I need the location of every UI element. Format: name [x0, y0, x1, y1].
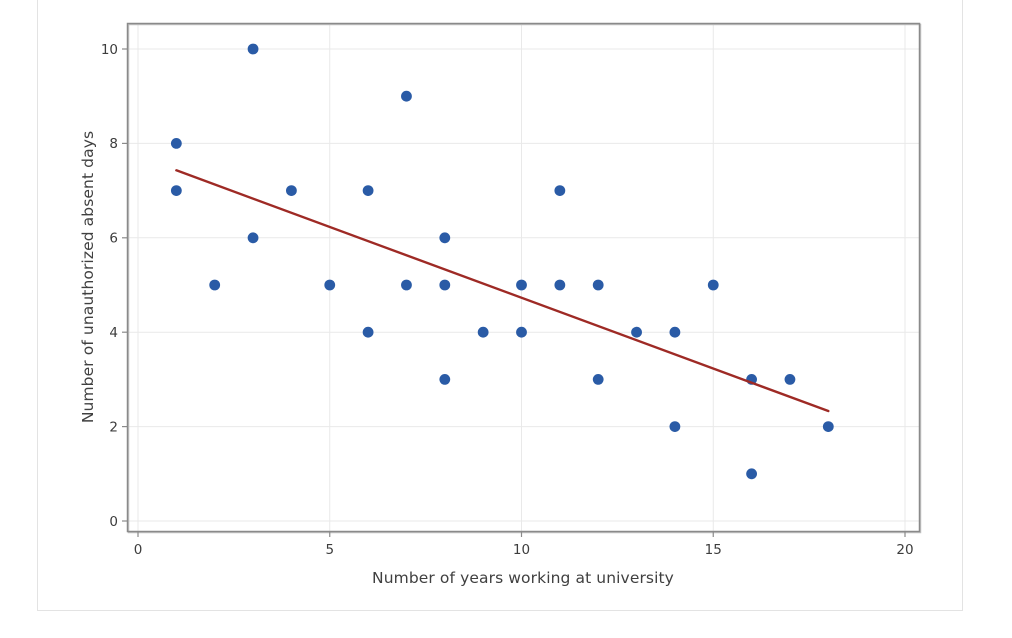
data-point: [401, 90, 412, 102]
data-point: [784, 374, 796, 385]
x-tick-label: 0: [134, 542, 143, 558]
data-point: [439, 374, 451, 385]
figure-panel: [37, 0, 963, 611]
regression-line: [175, 169, 830, 413]
data-point: [554, 279, 566, 291]
y-tick-label: 4: [109, 325, 118, 341]
data-point: [247, 43, 259, 55]
data-point: [592, 279, 604, 291]
x-tick-label: 15: [705, 542, 722, 558]
plot-frame: [126, 22, 921, 533]
data-point: [669, 326, 681, 338]
y-axis-title: Number of unauthorized absent days: [79, 130, 97, 424]
data-point: [477, 326, 489, 338]
data-point: [707, 279, 719, 291]
y-tick-label: 10: [101, 42, 118, 58]
data-point: [669, 421, 681, 432]
data-point: [401, 279, 412, 291]
data-point: [209, 279, 221, 291]
y-tick-label: 6: [109, 231, 118, 247]
data-point: [362, 326, 374, 338]
data-point: [516, 279, 527, 291]
x-tick-label: 20: [896, 542, 913, 558]
x-axis-title: Number of years working at university: [372, 569, 674, 587]
y-tick-label: 8: [109, 136, 118, 152]
data-point: [822, 421, 834, 432]
data-point: [324, 279, 336, 291]
data-point: [439, 232, 451, 244]
data-point: [439, 279, 451, 291]
data-point: [554, 185, 566, 197]
data-point: [362, 185, 374, 197]
x-tick-label: 5: [325, 542, 334, 558]
data-point: [631, 326, 642, 338]
data-point: [516, 326, 527, 338]
data-point: [592, 374, 604, 385]
data-point: [170, 138, 182, 149]
data-point: [746, 468, 757, 480]
data-point: [247, 232, 259, 244]
data-point: [286, 185, 297, 197]
y-tick-label: 0: [109, 514, 118, 530]
x-tick-label: 10: [513, 542, 530, 558]
plot-frame-shadow: [127, 23, 922, 534]
data-point: [170, 185, 182, 197]
y-tick-label: 2: [109, 419, 118, 435]
